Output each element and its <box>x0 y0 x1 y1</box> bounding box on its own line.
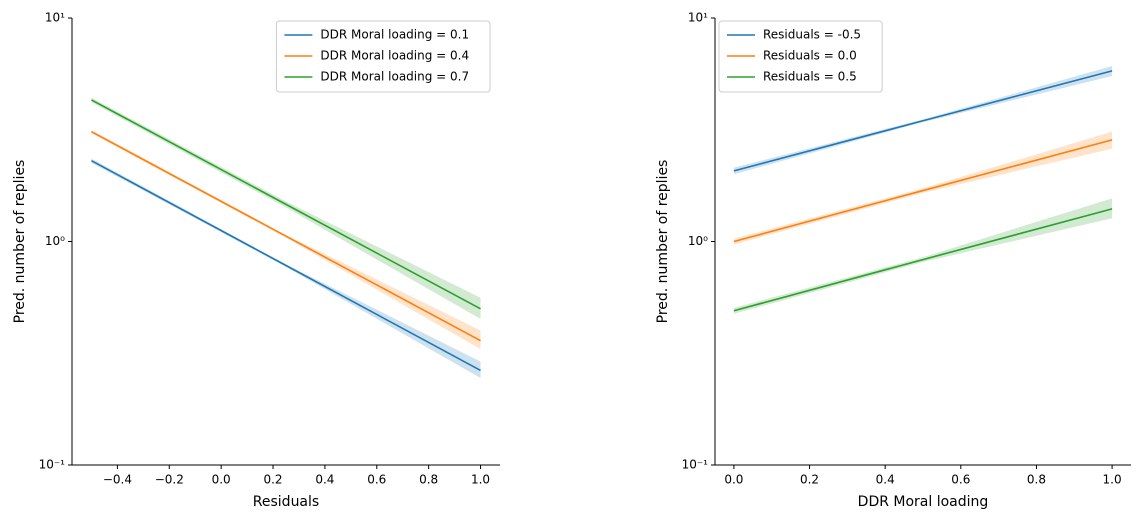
x-axis-label: DDR Moral loading <box>858 494 989 510</box>
x-tick-label: 1.0 <box>471 473 490 487</box>
y-axis-label: Pred. number of replies <box>12 160 28 324</box>
legend-label: DDR Moral loading = 0.1 <box>320 28 469 42</box>
legend-label: Residuals = 0.0 <box>763 49 857 63</box>
legend-box <box>275 20 491 93</box>
line <box>91 159 481 372</box>
x-tick-label: 0.4 <box>315 473 334 487</box>
y-tick-label: 10⁰ <box>45 234 65 248</box>
line <box>733 70 1113 172</box>
legend-box <box>718 20 883 93</box>
y-tick-label: 10¹ <box>45 11 65 25</box>
y-tick-label: 10⁻¹ <box>39 458 66 472</box>
x-axis-label: Residuals <box>253 494 319 510</box>
line <box>91 130 481 342</box>
x-tick-label: 0.8 <box>419 473 438 487</box>
confidence-band <box>923 198 1113 262</box>
line <box>91 99 481 310</box>
x-tick-label: 0.4 <box>876 473 895 487</box>
x-tick-label: 0.0 <box>212 473 231 487</box>
legend-label: Residuals = 0.5 <box>763 70 857 84</box>
y-tick-label: 10⁰ <box>688 234 708 248</box>
legend-label: Residuals = -0.5 <box>763 28 861 42</box>
x-tick-label: 0.6 <box>951 473 970 487</box>
confidence-band <box>286 264 481 379</box>
x-tick-label: 0.6 <box>367 473 386 487</box>
y-tick-label: 10¹ <box>688 11 708 25</box>
line <box>733 208 1113 312</box>
legend-label: DDR Moral loading = 0.4 <box>320 49 469 63</box>
x-tick-label: 0.2 <box>263 473 282 487</box>
line <box>733 139 1113 243</box>
x-tick-label: 1.0 <box>1103 473 1122 487</box>
y-tick-label: 10⁻¹ <box>682 458 709 472</box>
x-tick-label: 0.8 <box>1027 473 1046 487</box>
x-tick-label: −0.4 <box>103 473 132 487</box>
y-axis-label: Pred. number of replies <box>655 160 671 324</box>
x-tick-label: −0.2 <box>155 473 184 487</box>
confidence-band <box>286 234 481 350</box>
x-tick-label: 0.0 <box>724 473 743 487</box>
legend-label: DDR Moral loading = 0.7 <box>320 70 469 84</box>
x-tick-label: 0.2 <box>800 473 819 487</box>
